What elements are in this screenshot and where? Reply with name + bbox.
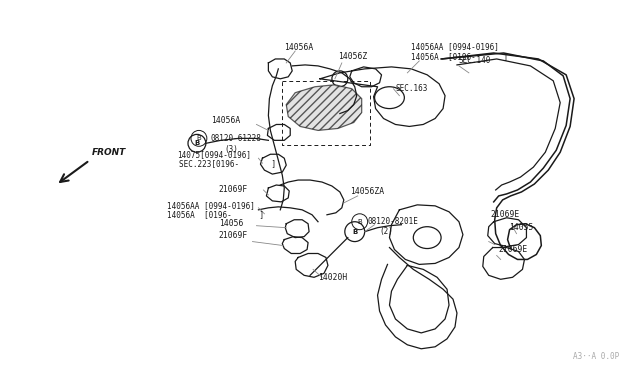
Text: 14056AA [0994-0196]: 14056AA [0994-0196] [412, 42, 499, 52]
Text: 14055: 14055 [509, 223, 533, 232]
Text: (2): (2) [380, 227, 394, 236]
Text: SEC.223[0196-       ]: SEC.223[0196- ] [179, 159, 276, 168]
Text: B: B [352, 229, 357, 235]
Text: 21069E: 21069E [499, 245, 528, 254]
Text: 14056Z: 14056Z [338, 52, 367, 61]
Text: A3··A 0.0P: A3··A 0.0P [573, 352, 620, 361]
Text: SEC.163: SEC.163 [396, 84, 428, 93]
Text: 14075[0994-0196]: 14075[0994-0196] [177, 150, 251, 159]
Text: B: B [196, 135, 202, 141]
Polygon shape [286, 85, 362, 131]
Text: 08120-8201E: 08120-8201E [367, 217, 419, 226]
Text: FRONT: FRONT [92, 148, 126, 157]
Text: B: B [357, 219, 362, 225]
Text: 21069F: 21069F [219, 231, 248, 240]
Text: 21069E: 21069E [491, 210, 520, 219]
Text: B: B [195, 140, 200, 146]
Text: 14056A: 14056A [211, 116, 240, 125]
Text: 14056A  [0196-      ]: 14056A [0196- ] [167, 210, 264, 219]
Text: 14056AA [0994-0196]: 14056AA [0994-0196] [167, 201, 255, 210]
Text: (3): (3) [225, 145, 239, 154]
Text: 21069F: 21069F [219, 186, 248, 195]
Text: 14056ZA: 14056ZA [350, 187, 384, 196]
Text: 14056A: 14056A [284, 42, 314, 52]
Text: 08120-61228: 08120-61228 [211, 134, 262, 143]
Text: 14056: 14056 [219, 219, 243, 228]
Text: SEC.140: SEC.140 [459, 57, 492, 65]
Text: 14056A  [0196-      ]: 14056A [0196- ] [412, 52, 508, 61]
Text: 14020H: 14020H [318, 273, 348, 282]
